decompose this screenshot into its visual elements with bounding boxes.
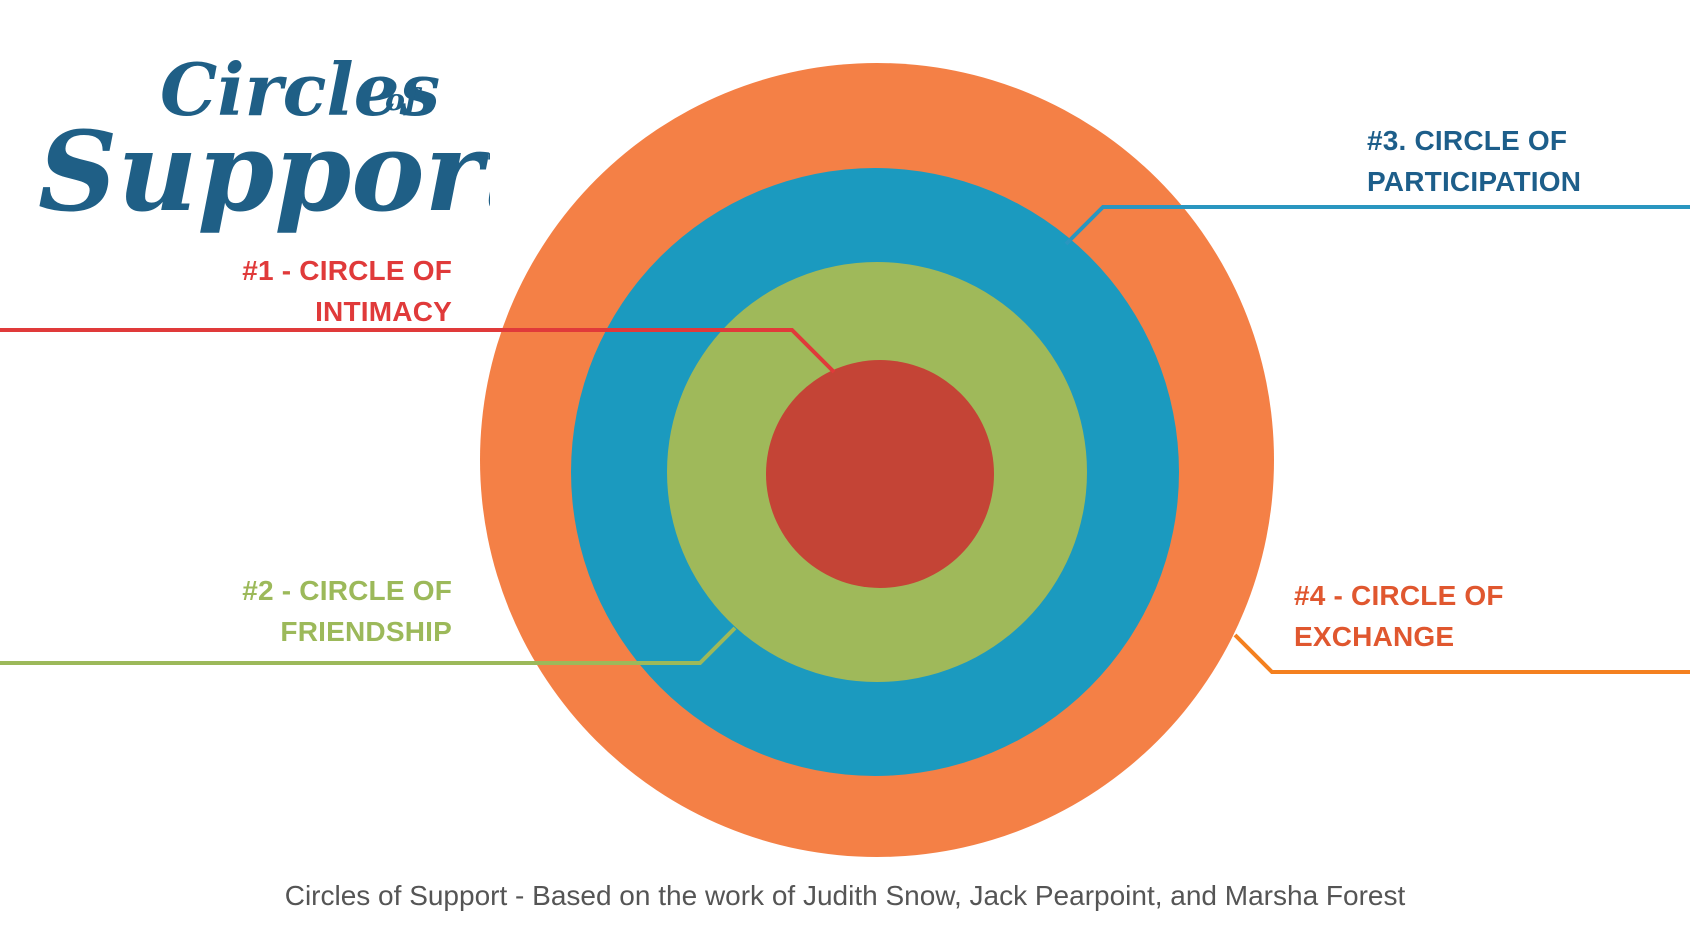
leader-line-friendship [0, 626, 737, 665]
label-circle-friendship: #2 - CIRCLE OF FRIENDSHIP [242, 570, 452, 652]
logo-word-of: of [385, 83, 423, 118]
label-participation-line2: PARTICIPATION [1367, 166, 1582, 197]
label-participation-line1: #3. CIRCLE OF [1367, 125, 1568, 156]
leader-line-intimacy [0, 328, 836, 374]
leader-line-exchange [1233, 633, 1690, 674]
label-circle-exchange: #4 - CIRCLE OF EXCHANGE [1294, 575, 1504, 657]
label-exchange-line2: EXCHANGE [1294, 621, 1455, 652]
leader-line-participation [1064, 205, 1690, 246]
label-circle-intimacy: #1 - CIRCLE OF INTIMACY [242, 250, 452, 332]
label-intimacy-line1: #1 - CIRCLE OF [242, 255, 452, 286]
label-exchange-line1: #4 - CIRCLE OF [1294, 580, 1504, 611]
attribution-caption: Circles of Support - Based on the work o… [284, 880, 1406, 911]
circle-intimacy [766, 360, 994, 588]
logo-word-support: Support [38, 107, 490, 236]
label-friendship-line2: FRIENDSHIP [280, 616, 452, 647]
circles-of-support-logo: Circles of Support [38, 47, 490, 236]
label-circle-participation: #3. CIRCLE OF PARTICIPATION [1367, 120, 1581, 202]
label-intimacy-line2: INTIMACY [315, 296, 452, 327]
logo-word-circles: Circles [160, 47, 440, 132]
label-friendship-line1: #2 - CIRCLE OF [242, 575, 452, 606]
